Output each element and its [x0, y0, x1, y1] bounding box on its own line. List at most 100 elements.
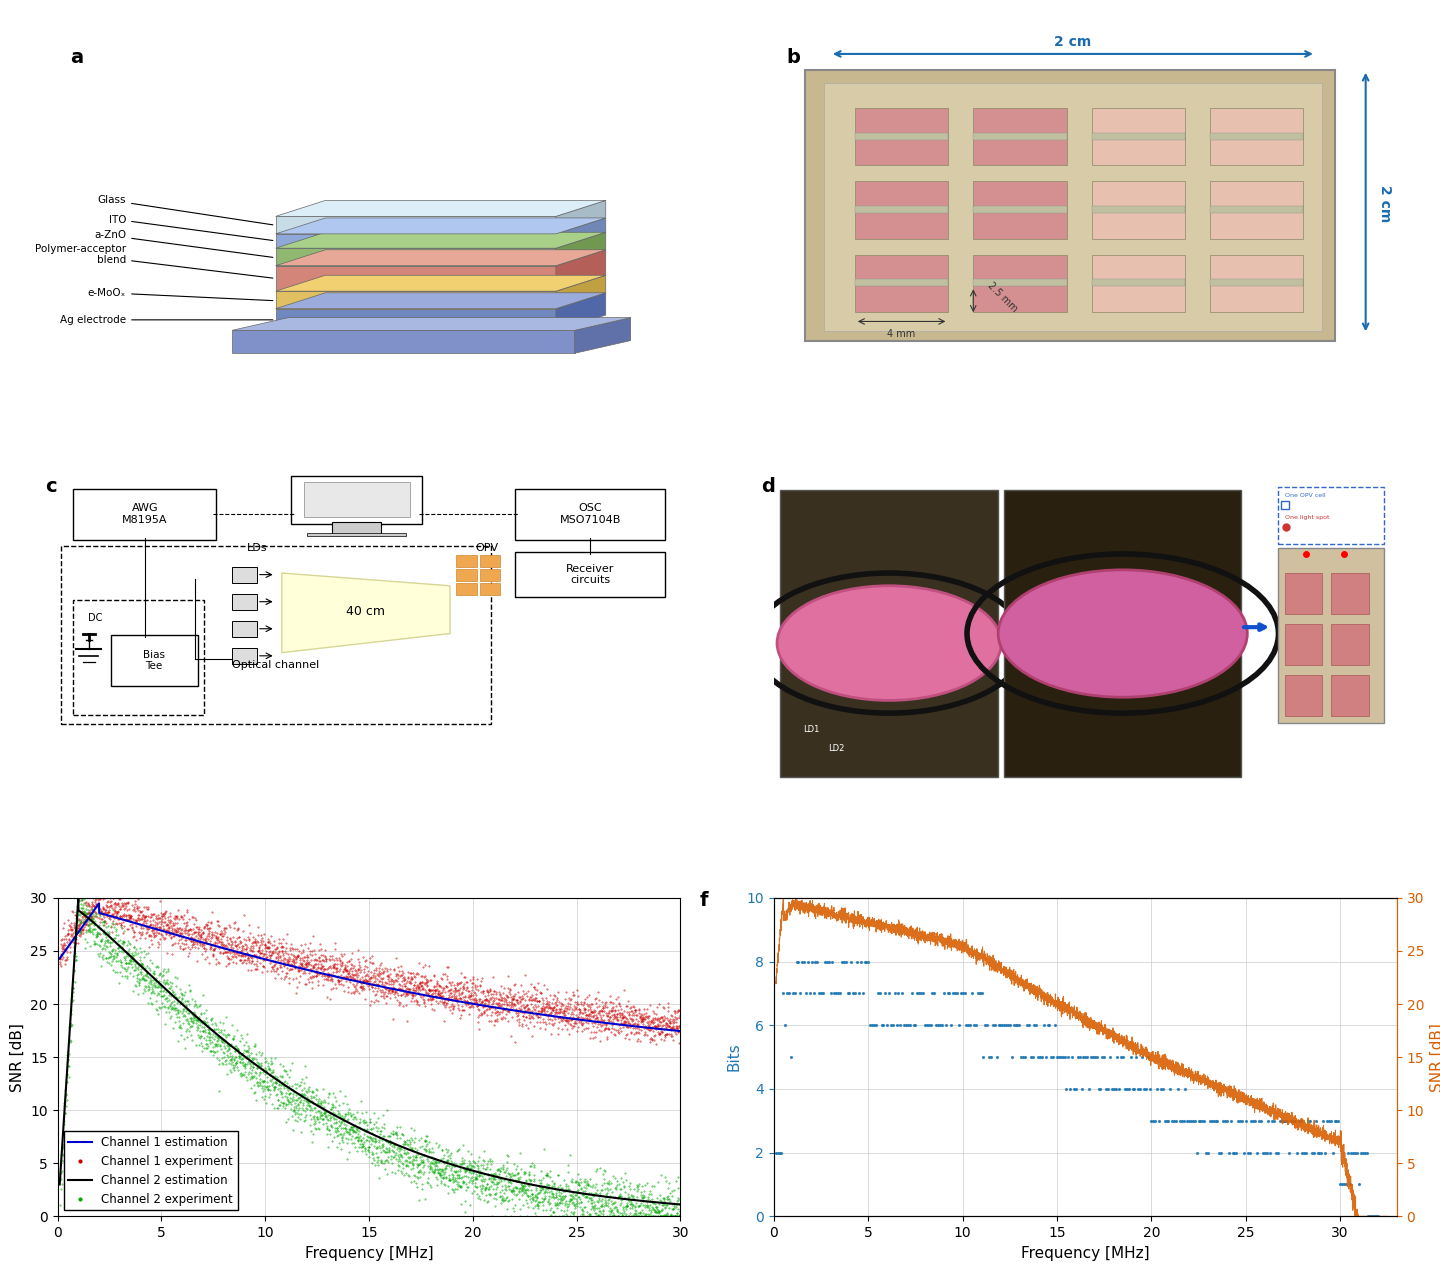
Polygon shape [275, 218, 606, 234]
Text: OSC
MSO7104B: OSC MSO7104B [560, 503, 621, 525]
FancyBboxPatch shape [1284, 623, 1322, 665]
FancyBboxPatch shape [232, 647, 256, 664]
X-axis label: Frequency [MHz]: Frequency [MHz] [305, 1245, 433, 1261]
FancyBboxPatch shape [516, 552, 665, 597]
Text: LDs: LDs [246, 542, 268, 552]
Polygon shape [275, 291, 556, 309]
FancyBboxPatch shape [855, 181, 949, 238]
FancyBboxPatch shape [973, 181, 1067, 238]
Text: LD2: LD2 [828, 744, 844, 753]
Channel 2 experiment [317, 1109, 334, 1124]
FancyBboxPatch shape [1092, 279, 1185, 286]
Channel 2 estimation [660, 1196, 677, 1211]
Polygon shape [575, 318, 631, 353]
Polygon shape [556, 232, 606, 266]
Channel 2 experiment [122, 949, 140, 964]
Text: c: c [45, 478, 56, 497]
Y-axis label: SNR [dB]: SNR [dB] [1430, 1022, 1440, 1092]
FancyBboxPatch shape [1210, 255, 1303, 312]
Text: LD1: LD1 [804, 725, 819, 734]
FancyBboxPatch shape [1332, 573, 1369, 614]
FancyBboxPatch shape [1284, 573, 1322, 614]
Polygon shape [275, 309, 556, 331]
Polygon shape [275, 266, 556, 291]
FancyBboxPatch shape [780, 490, 998, 777]
Circle shape [778, 585, 1001, 701]
Polygon shape [275, 200, 606, 217]
Text: 2.5 mm: 2.5 mm [986, 281, 1020, 314]
FancyBboxPatch shape [824, 82, 1322, 331]
Channel 2 estimation [593, 1188, 611, 1204]
FancyBboxPatch shape [1279, 487, 1384, 545]
Text: 4 mm: 4 mm [887, 329, 916, 340]
Text: One OPV cell: One OPV cell [1284, 493, 1325, 498]
FancyBboxPatch shape [1092, 108, 1185, 166]
Channel 1 experiment [289, 948, 307, 963]
FancyBboxPatch shape [1210, 207, 1303, 213]
FancyBboxPatch shape [973, 207, 1067, 213]
FancyBboxPatch shape [1210, 133, 1303, 139]
X-axis label: Frequency [MHz]: Frequency [MHz] [1021, 1245, 1149, 1261]
FancyBboxPatch shape [480, 569, 501, 582]
Channel 2 estimation [289, 1086, 307, 1101]
Channel 1 estimation [158, 925, 176, 940]
Text: Glass: Glass [98, 195, 272, 224]
FancyBboxPatch shape [1092, 133, 1185, 139]
Polygon shape [275, 234, 556, 248]
Text: d: d [762, 478, 775, 497]
Channel 2 experiment [158, 963, 176, 978]
Channel 1 estimation [289, 960, 307, 976]
FancyBboxPatch shape [855, 279, 949, 286]
Channel 2 experiment [660, 1191, 677, 1206]
Text: 40 cm: 40 cm [347, 604, 386, 618]
FancyBboxPatch shape [1332, 623, 1369, 665]
Text: 2 cm: 2 cm [1054, 35, 1092, 49]
FancyBboxPatch shape [456, 555, 477, 566]
FancyBboxPatch shape [480, 583, 501, 595]
Text: a-ZnO: a-ZnO [94, 231, 272, 257]
Polygon shape [275, 232, 606, 248]
Text: b: b [786, 48, 801, 67]
Polygon shape [232, 331, 575, 353]
FancyBboxPatch shape [111, 635, 197, 687]
FancyBboxPatch shape [456, 569, 477, 582]
FancyBboxPatch shape [456, 583, 477, 595]
FancyBboxPatch shape [973, 279, 1067, 286]
Channel 1 experiment [317, 948, 334, 963]
Text: 2 cm: 2 cm [1378, 185, 1392, 222]
Polygon shape [282, 573, 451, 653]
Channel 2 estimation [122, 949, 140, 964]
Polygon shape [275, 250, 606, 266]
Polygon shape [275, 275, 606, 291]
FancyBboxPatch shape [232, 621, 256, 637]
Channel 1 estimation [672, 1024, 690, 1039]
Polygon shape [275, 248, 556, 266]
FancyBboxPatch shape [304, 483, 409, 517]
FancyBboxPatch shape [805, 70, 1335, 341]
FancyBboxPatch shape [1210, 279, 1303, 286]
Line: Channel 2 estimation: Channel 2 estimation [59, 898, 681, 1205]
FancyBboxPatch shape [291, 476, 422, 523]
FancyBboxPatch shape [1092, 181, 1185, 238]
Polygon shape [232, 318, 631, 331]
FancyBboxPatch shape [1284, 675, 1322, 716]
Channel 2 estimation [69, 891, 86, 906]
Text: e-MoOₓ: e-MoOₓ [88, 288, 272, 300]
FancyBboxPatch shape [480, 555, 501, 566]
Channel 1 estimation [122, 915, 140, 930]
Text: Receiver
circuits: Receiver circuits [566, 564, 615, 585]
FancyBboxPatch shape [1004, 490, 1241, 777]
FancyBboxPatch shape [855, 133, 949, 139]
Line: Channel 2 experiment: Channel 2 experiment [59, 888, 681, 1216]
Text: DC: DC [88, 613, 102, 622]
FancyBboxPatch shape [973, 133, 1067, 139]
Polygon shape [556, 275, 606, 309]
Y-axis label: SNR [dB]: SNR [dB] [10, 1022, 24, 1092]
FancyBboxPatch shape [232, 566, 256, 583]
FancyBboxPatch shape [855, 255, 949, 312]
Channel 2 experiment [672, 1209, 690, 1224]
Channel 2 experiment [69, 881, 86, 896]
Polygon shape [275, 293, 606, 309]
Line: Channel 1 estimation: Channel 1 estimation [59, 903, 681, 1031]
FancyBboxPatch shape [331, 522, 382, 535]
